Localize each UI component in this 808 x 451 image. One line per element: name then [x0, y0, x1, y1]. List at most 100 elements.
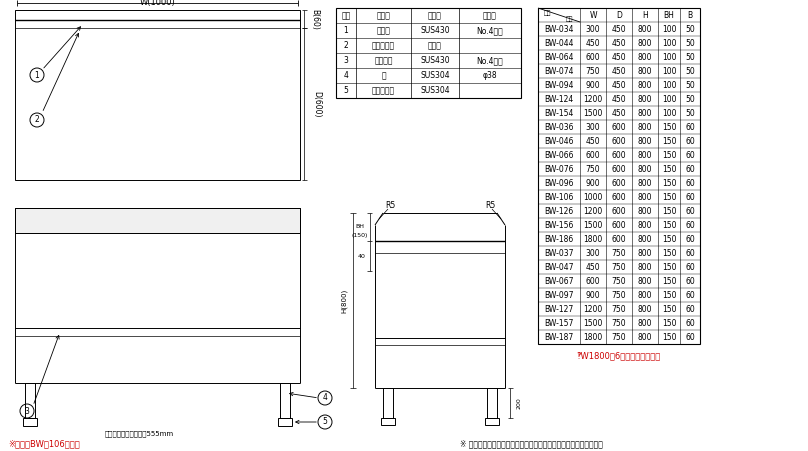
Text: 600: 600 [612, 151, 626, 160]
Text: 450: 450 [612, 24, 626, 33]
Text: 600: 600 [586, 151, 600, 160]
Text: 4: 4 [322, 394, 327, 402]
Text: 50: 50 [685, 66, 695, 75]
Text: No.4仕上: No.4仕上 [477, 26, 503, 35]
Text: 150: 150 [662, 304, 676, 313]
Text: 1800: 1800 [583, 332, 603, 341]
Text: 60: 60 [685, 318, 695, 327]
Text: 450: 450 [612, 95, 626, 103]
Text: BW-076: BW-076 [545, 165, 574, 174]
Text: 600: 600 [586, 52, 600, 61]
Text: ボンデ: ボンデ [428, 41, 442, 50]
Text: 品　名: 品 名 [377, 11, 390, 20]
Text: 600: 600 [612, 207, 626, 216]
Text: 750: 750 [612, 262, 626, 272]
Text: BW-044: BW-044 [545, 38, 574, 47]
Text: 100: 100 [662, 95, 676, 103]
Text: BW-127: BW-127 [545, 304, 574, 313]
Bar [15, 10, 300, 180]
Text: 800: 800 [638, 151, 652, 160]
Text: BW-097: BW-097 [545, 290, 574, 299]
Text: 100: 100 [662, 109, 676, 118]
Text: 150: 150 [662, 249, 676, 258]
Text: 1800: 1800 [583, 235, 603, 244]
Bar [23, 418, 37, 426]
Bar [25, 383, 35, 418]
Text: BW-124: BW-124 [545, 95, 574, 103]
Text: 150: 150 [662, 193, 676, 202]
Text: SUS430: SUS430 [420, 56, 450, 65]
Text: 60: 60 [685, 262, 695, 272]
Text: 800: 800 [638, 165, 652, 174]
Text: 60: 60 [685, 179, 695, 188]
Text: 800: 800 [638, 318, 652, 327]
Text: 50: 50 [685, 109, 695, 118]
Text: 750: 750 [612, 318, 626, 327]
Text: 800: 800 [638, 276, 652, 285]
Text: 60: 60 [685, 123, 695, 132]
Text: 600: 600 [612, 193, 626, 202]
Text: BW-187: BW-187 [545, 332, 574, 341]
Text: D(600): D(600) [313, 91, 322, 117]
Text: 60: 60 [685, 165, 695, 174]
Text: 900: 900 [586, 179, 600, 188]
Text: 800: 800 [638, 137, 652, 146]
Text: 600: 600 [612, 221, 626, 230]
Text: 150: 150 [662, 123, 676, 132]
Text: 150: 150 [662, 332, 676, 341]
Text: 800: 800 [638, 179, 652, 188]
Text: 寸法: 寸法 [543, 10, 551, 16]
Text: 1200: 1200 [583, 95, 603, 103]
Text: 600: 600 [612, 235, 626, 244]
Text: BW-066: BW-066 [545, 151, 574, 160]
Text: 60: 60 [685, 276, 695, 285]
Bar [487, 388, 497, 418]
Text: R5: R5 [385, 202, 395, 211]
Text: 100: 100 [662, 80, 676, 89]
Text: BH: BH [356, 225, 364, 230]
Text: 150: 150 [662, 221, 676, 230]
Text: 450: 450 [612, 52, 626, 61]
Text: 4: 4 [343, 71, 348, 80]
Text: 1500: 1500 [583, 318, 603, 327]
Text: 150: 150 [662, 262, 676, 272]
Text: 100: 100 [662, 66, 676, 75]
Text: 450: 450 [612, 80, 626, 89]
Text: 50: 50 [685, 80, 695, 89]
Text: 番号: 番号 [341, 11, 351, 20]
Text: 150: 150 [662, 318, 676, 327]
Text: φ38: φ38 [482, 71, 497, 80]
Text: BW-036: BW-036 [545, 123, 574, 132]
Text: 3: 3 [24, 406, 29, 415]
Bar [485, 418, 499, 425]
Bar [15, 208, 300, 233]
Text: 800: 800 [638, 24, 652, 33]
Text: 300: 300 [586, 123, 600, 132]
Text: BW-106: BW-106 [545, 193, 574, 202]
Text: 600: 600 [612, 123, 626, 132]
Text: 5: 5 [322, 418, 327, 427]
Text: 100: 100 [662, 24, 676, 33]
Text: 300: 300 [586, 24, 600, 33]
Text: 150: 150 [662, 207, 676, 216]
Text: 150: 150 [662, 137, 676, 146]
Text: BW-094: BW-094 [545, 80, 574, 89]
Text: BW-186: BW-186 [545, 235, 574, 244]
Text: 2: 2 [35, 115, 40, 124]
Text: 450: 450 [586, 38, 600, 47]
Text: ‽W1800は6本脚となります。: ‽W1800は6本脚となります。 [577, 351, 661, 360]
Bar [538, 8, 700, 344]
Text: 150: 150 [662, 276, 676, 285]
Text: 3: 3 [343, 56, 348, 65]
Text: 200: 200 [516, 397, 521, 409]
Text: BW-037: BW-037 [545, 249, 574, 258]
Text: 100: 100 [662, 52, 676, 61]
Text: 600: 600 [612, 137, 626, 146]
Text: 150: 150 [662, 290, 676, 299]
Text: 1: 1 [343, 26, 348, 35]
Text: D: D [616, 10, 622, 19]
Text: W(1000): W(1000) [140, 0, 175, 8]
Text: 50: 50 [685, 24, 695, 33]
Text: 150: 150 [662, 165, 676, 174]
Text: 750: 750 [586, 165, 600, 174]
